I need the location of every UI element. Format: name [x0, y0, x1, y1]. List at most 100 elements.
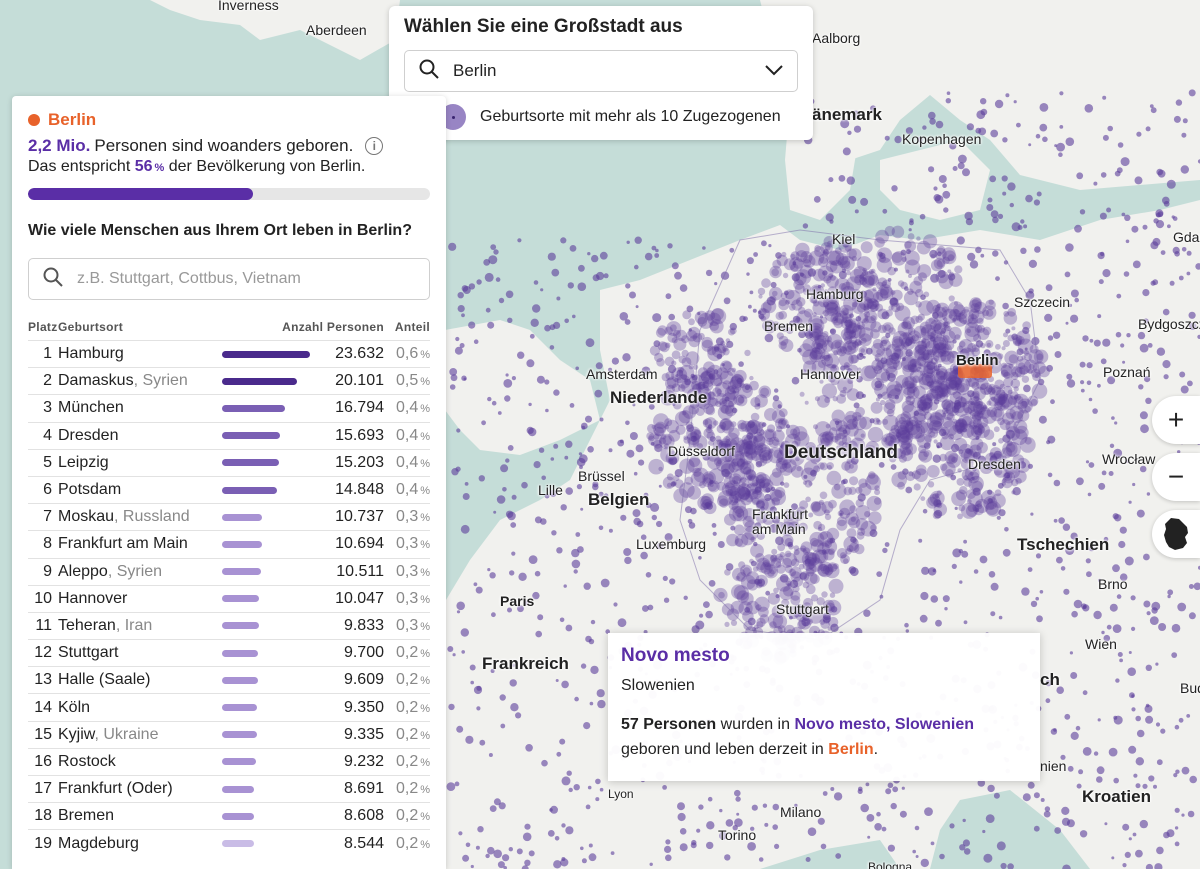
origin-dot[interactable]	[848, 195, 857, 204]
table-row[interactable]: 15 Kyjiw, Ukraine 9.335 0,2%	[28, 720, 430, 749]
origin-dot[interactable]	[772, 439, 779, 446]
origin-dot[interactable]	[888, 327, 896, 335]
origin-dot[interactable]	[1097, 383, 1101, 388]
origin-dot[interactable]	[671, 337, 678, 344]
origin-dot[interactable]	[459, 343, 465, 348]
origin-dot[interactable]	[544, 493, 550, 499]
origin-dot[interactable]	[937, 376, 946, 385]
origin-dot[interactable]	[963, 620, 968, 625]
origin-dot[interactable]	[985, 340, 994, 349]
origin-dot[interactable]	[483, 259, 491, 266]
origin-dot[interactable]	[898, 435, 913, 450]
origin-dot[interactable]	[942, 595, 950, 603]
origin-dot[interactable]	[940, 350, 955, 365]
origin-dot[interactable]	[755, 511, 768, 524]
origin-dot[interactable]	[892, 330, 908, 346]
origin-dot[interactable]	[457, 292, 464, 299]
origin-dot[interactable]	[1001, 459, 1013, 471]
origin-dot[interactable]	[1178, 275, 1184, 281]
origin-dot[interactable]	[1027, 463, 1033, 469]
origin-dot[interactable]	[930, 841, 935, 846]
origin-dot[interactable]	[919, 375, 934, 390]
origin-dot[interactable]	[844, 339, 859, 354]
origin-dot[interactable]	[683, 595, 688, 600]
origin-dot[interactable]	[929, 431, 936, 438]
origin-dot[interactable]	[901, 400, 914, 413]
origin-dot[interactable]	[865, 474, 881, 491]
origin-dot[interactable]	[1114, 514, 1122, 522]
origin-dot[interactable]	[1097, 718, 1101, 722]
origin-dot[interactable]	[724, 385, 740, 400]
origin-dot[interactable]	[500, 723, 506, 729]
origin-dot[interactable]	[657, 325, 668, 336]
origin-dot[interactable]	[730, 421, 737, 428]
origin-dot[interactable]	[962, 818, 966, 823]
origin-dot[interactable]	[1092, 408, 1098, 414]
origin-dot[interactable]	[1020, 400, 1028, 409]
origin-dot[interactable]	[1189, 322, 1197, 330]
origin-dot[interactable]	[1188, 311, 1196, 319]
origin-dot[interactable]	[764, 429, 775, 440]
origin-dot[interactable]	[1089, 338, 1094, 343]
origin-dot[interactable]	[887, 372, 896, 382]
origin-dot[interactable]	[523, 600, 528, 605]
origin-dot[interactable]	[737, 458, 749, 470]
origin-dot[interactable]	[1059, 91, 1064, 96]
origin-dot[interactable]	[929, 249, 938, 259]
origin-dot[interactable]	[946, 453, 962, 468]
origin-dot[interactable]	[733, 585, 750, 601]
origin-dot[interactable]	[840, 286, 856, 301]
origin-dot[interactable]	[651, 245, 657, 251]
origin-dot[interactable]	[959, 486, 968, 495]
origin-dot[interactable]	[826, 250, 841, 266]
origin-dot[interactable]	[910, 335, 916, 340]
origin-dot[interactable]	[654, 421, 667, 434]
origin-dot[interactable]	[778, 341, 787, 350]
origin-dot[interactable]	[825, 300, 840, 315]
origin-dot[interactable]	[970, 437, 984, 451]
origin-dot[interactable]	[702, 376, 710, 384]
origin-dot[interactable]	[456, 725, 464, 733]
origin-dot[interactable]	[1066, 379, 1076, 388]
origin-dot[interactable]	[858, 478, 868, 489]
origin-dot[interactable]	[817, 564, 830, 577]
origin-dot[interactable]	[665, 371, 675, 381]
origin-dot[interactable]	[545, 408, 549, 413]
origin-dot[interactable]	[515, 712, 522, 719]
origin-dot[interactable]	[688, 455, 701, 467]
origin-dot[interactable]	[717, 541, 725, 548]
origin-dot[interactable]	[793, 611, 800, 618]
origin-dot[interactable]	[858, 482, 872, 496]
origin-dot[interactable]	[863, 318, 869, 324]
origin-dot[interactable]	[1069, 651, 1073, 655]
origin-dot[interactable]	[502, 854, 510, 862]
origin-dot[interactable]	[692, 364, 699, 370]
origin-dot[interactable]	[929, 118, 936, 125]
origin-dot[interactable]	[528, 850, 535, 857]
origin-dot[interactable]	[998, 438, 1004, 444]
origin-dot[interactable]	[933, 499, 942, 508]
origin-dot[interactable]	[1109, 443, 1115, 448]
origin-dot[interactable]	[1121, 212, 1126, 217]
origin-dot[interactable]	[648, 458, 664, 475]
origin-dot[interactable]	[944, 340, 955, 351]
origin-dot[interactable]	[595, 362, 603, 370]
origin-dot[interactable]	[737, 396, 745, 404]
origin-dot[interactable]	[935, 619, 942, 627]
origin-dot[interactable]	[1011, 366, 1023, 378]
origin-dot[interactable]	[817, 542, 830, 555]
origin-dot[interactable]	[860, 803, 869, 813]
origin-dot[interactable]	[1052, 331, 1061, 339]
origin-dot[interactable]	[725, 432, 740, 447]
origin-dot[interactable]	[1128, 500, 1132, 504]
origin-dot[interactable]	[1021, 375, 1030, 383]
origin-dot[interactable]	[824, 244, 831, 251]
origin-dot[interactable]	[1128, 745, 1137, 754]
origin-dot[interactable]	[971, 411, 982, 422]
origin-dot[interactable]	[802, 338, 815, 351]
origin-dot[interactable]	[1113, 448, 1123, 458]
origin-dot[interactable]	[971, 414, 982, 425]
origin-dot[interactable]	[862, 277, 867, 282]
origin-dot[interactable]	[508, 847, 513, 852]
origin-dot[interactable]	[662, 575, 668, 582]
